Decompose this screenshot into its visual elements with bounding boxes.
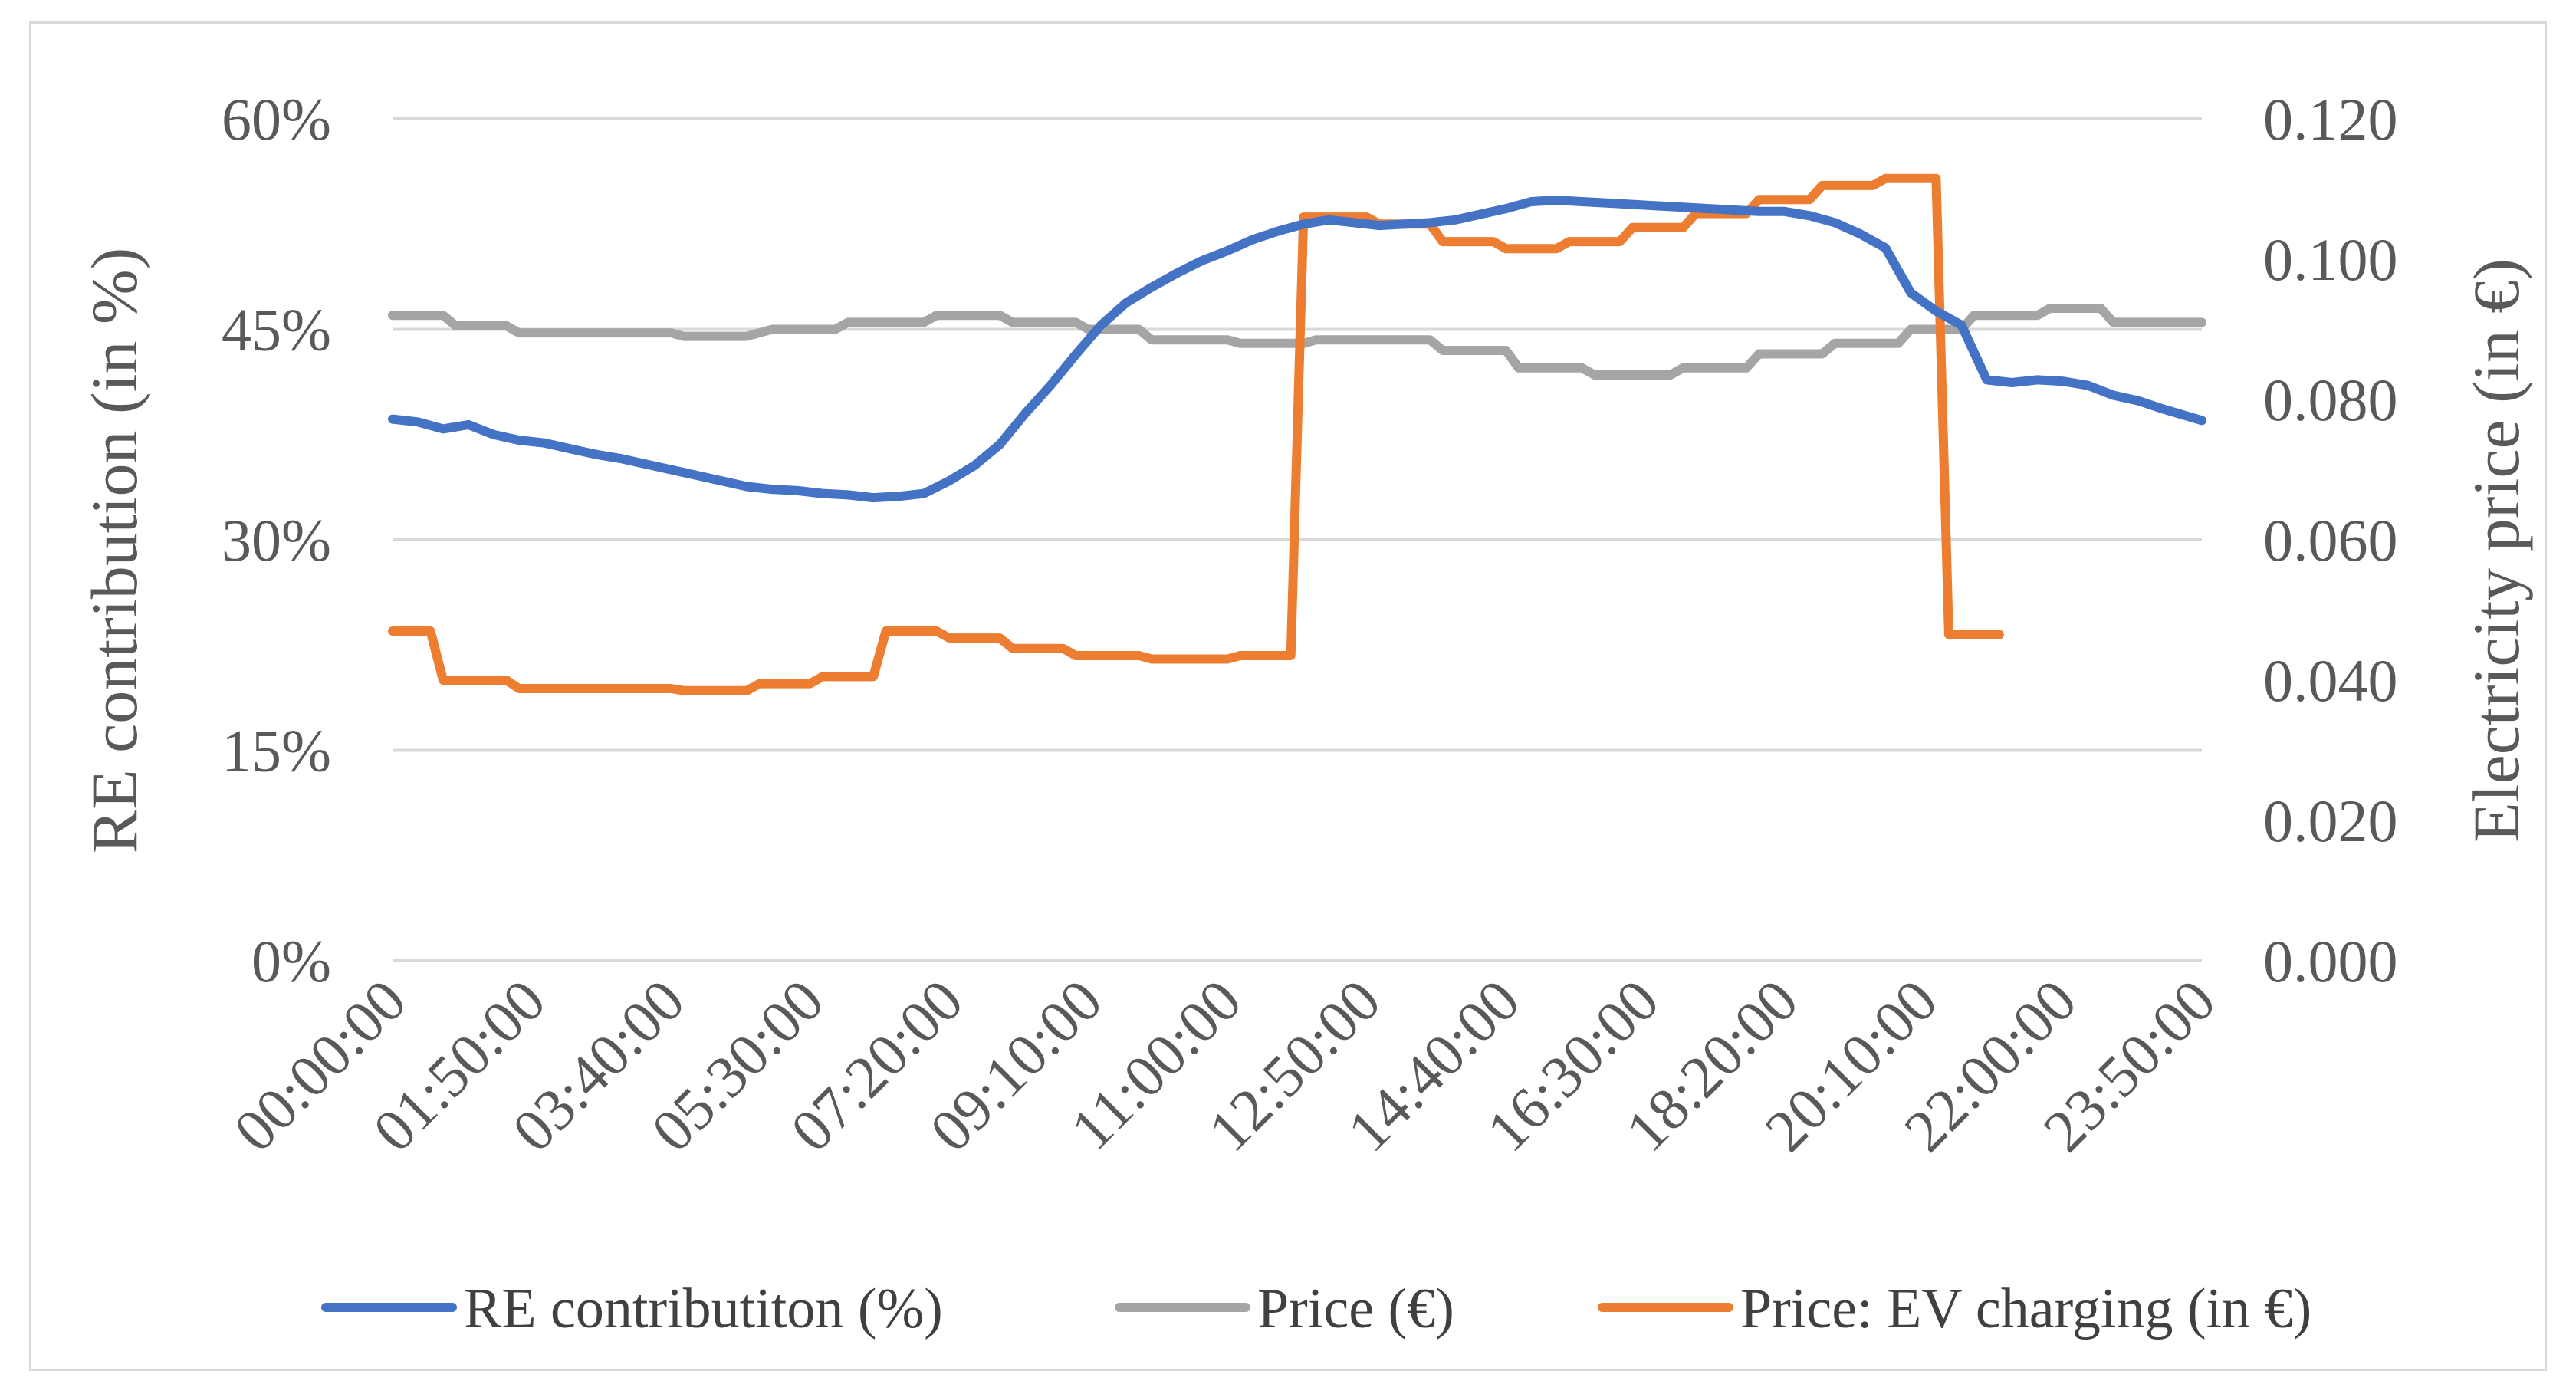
y-tick-label-right: 0.040 xyxy=(2263,647,2398,714)
y-tick-label-right: 0.080 xyxy=(2263,367,2398,433)
chart-frame xyxy=(29,21,2547,1371)
y-axis-title-left: RE contribution (in %) xyxy=(77,248,151,854)
y-tick-label-left: 30% xyxy=(222,507,331,574)
legend-label: Price (€) xyxy=(1257,1277,1454,1340)
y-tick-label-left: 15% xyxy=(222,718,331,784)
y-tick-label-right: 0.060 xyxy=(2263,507,2398,574)
series-line-1 xyxy=(388,304,2206,380)
gridlines xyxy=(393,117,2202,962)
y-tick-label-right: 0.020 xyxy=(2263,787,2398,854)
y-tick-label-right: 0.100 xyxy=(2263,226,2398,293)
y-tick-label-left: 60% xyxy=(222,86,331,153)
y-tick-label-right: 0.120 xyxy=(2263,86,2398,153)
legend-label: RE contributiton (%) xyxy=(464,1277,943,1340)
y-tick-label-left: 45% xyxy=(222,297,331,363)
series-line-0 xyxy=(388,196,2206,503)
y-axis-title-right: Electricity price (in €) xyxy=(2459,258,2533,843)
y-tick-label-left: 0% xyxy=(251,928,331,995)
y-tick-label-right: 0.000 xyxy=(2263,928,2398,995)
legend: RE contributiton (%) Price (€) Price: EV c… xyxy=(321,1277,2312,1340)
series-lines xyxy=(388,173,2206,695)
series-line-2 xyxy=(388,173,2004,695)
legend-label: Price: EV charging (in €) xyxy=(1740,1277,2312,1340)
tick-labels: 0% 15% 30% 45% 60% 0.000 0.020 0.040 0.060 0.080 0… xyxy=(221,86,2397,1164)
